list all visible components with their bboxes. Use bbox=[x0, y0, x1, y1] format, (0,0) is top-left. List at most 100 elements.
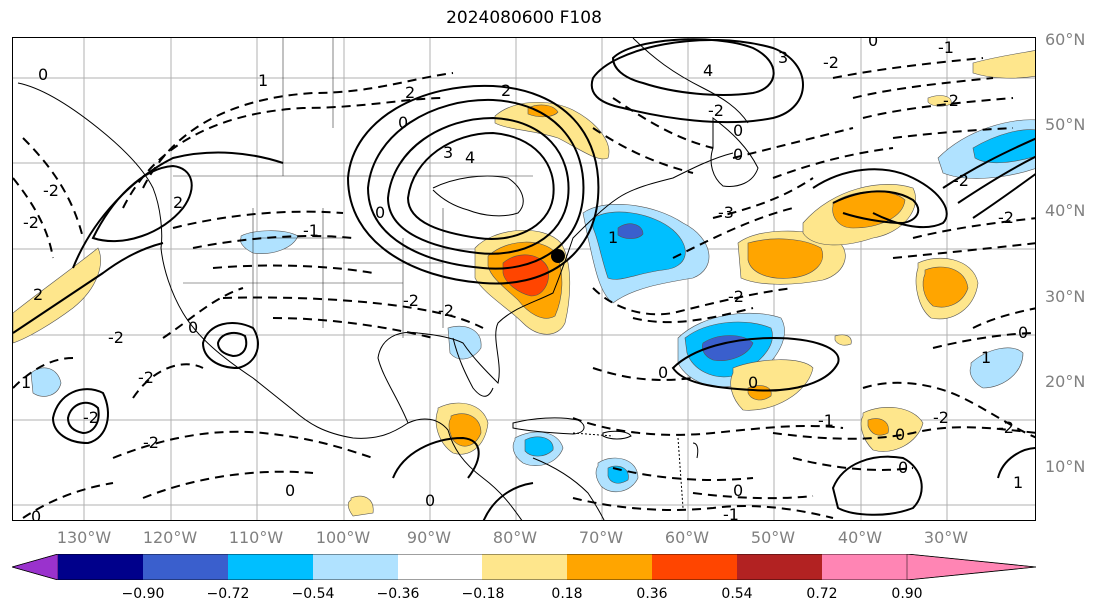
contour-label: -2 bbox=[438, 301, 454, 320]
contour-label: 0 bbox=[31, 507, 41, 521]
colorbar-segment bbox=[737, 554, 822, 580]
contour-label: -2 bbox=[708, 101, 724, 120]
lat-label-10n: 10°N bbox=[1045, 457, 1086, 476]
contour-label: 0 bbox=[748, 373, 758, 392]
warm-anomaly-mexico-south bbox=[347, 495, 374, 517]
contour-label: -2 bbox=[403, 291, 419, 310]
contour-label: 0 bbox=[868, 38, 878, 50]
political-borders bbox=[173, 38, 533, 338]
colorbar bbox=[12, 554, 1036, 580]
contour-label: 1 bbox=[21, 373, 31, 392]
lat-label-30n: 30°N bbox=[1045, 287, 1086, 306]
contour-label: -2 bbox=[138, 368, 154, 387]
contour-label: -2 bbox=[83, 408, 99, 427]
island-coastlines bbox=[572, 432, 684, 509]
contour-label: -3 bbox=[718, 203, 734, 222]
storm-marker bbox=[551, 249, 565, 263]
colorbar-segment bbox=[398, 554, 482, 580]
lon-label-100w: 100°W bbox=[315, 528, 371, 547]
lon-label-120w: 120°W bbox=[142, 528, 198, 547]
warm-anomaly-south bbox=[730, 359, 814, 411]
lat-label-40n: 40°N bbox=[1045, 201, 1086, 220]
colorbar-tick: 0.90 bbox=[891, 586, 923, 602]
contour-label: 0 bbox=[188, 318, 198, 337]
contour-label: 0 bbox=[658, 363, 668, 382]
contour-label: -2 bbox=[998, 208, 1014, 227]
colorbar-tick: −0.54 bbox=[291, 586, 335, 602]
colorbar-tick: 0.72 bbox=[806, 586, 838, 602]
colorbar-segment bbox=[228, 554, 313, 580]
colorbar-segment bbox=[567, 554, 652, 580]
colorbar-tick: 0.54 bbox=[721, 586, 753, 602]
contour-label: 1 bbox=[258, 71, 268, 90]
contour-label: -2 bbox=[943, 91, 959, 110]
contour-label: 0 bbox=[733, 145, 743, 164]
lon-label-30w: 30°W bbox=[923, 528, 969, 547]
lon-label-110w: 110°W bbox=[228, 528, 284, 547]
cold-anomaly-east-30n bbox=[969, 347, 1024, 389]
colorbar-tick: −0.72 bbox=[206, 586, 250, 602]
warm-anomaly-pacific bbox=[13, 247, 101, 344]
coastlines bbox=[17, 38, 759, 520]
contours-positive bbox=[13, 38, 1035, 520]
contour-label: -2 bbox=[998, 418, 1014, 437]
warm-anomaly-canada bbox=[494, 102, 610, 160]
lon-label-40w: 40°W bbox=[837, 528, 883, 547]
colorbar-segment bbox=[482, 554, 567, 580]
colorbar-tick: 0.36 bbox=[636, 586, 668, 602]
contour-label: 3 bbox=[778, 48, 788, 67]
colorbar-segment bbox=[313, 554, 398, 580]
contour-label: 2 bbox=[33, 285, 43, 304]
contour-label: 0 bbox=[38, 65, 48, 84]
lon-label-60w: 60°W bbox=[664, 528, 710, 547]
lat-label-60n: 60°N bbox=[1045, 30, 1086, 49]
contour-labels: 0 1 2 2 0 3 4 0 -1 -2 -2 2 2 -2 0 1 -2 -… bbox=[21, 38, 1028, 521]
contour-label: 2 bbox=[501, 81, 511, 100]
cold-anomaly-pacific bbox=[30, 367, 62, 397]
contour-label: 2 bbox=[173, 193, 183, 212]
contours-negative bbox=[13, 57, 1035, 519]
cold-anomaly-florida bbox=[447, 325, 482, 360]
contour-label: -2 bbox=[23, 213, 39, 232]
contour-label: 4 bbox=[465, 148, 475, 167]
contour-label: 2 bbox=[405, 83, 415, 102]
colorbar-tick: −0.18 bbox=[461, 586, 505, 602]
contour-label: 0 bbox=[398, 113, 408, 132]
lon-label-130w: 130°W bbox=[56, 528, 112, 547]
contour-label: 0 bbox=[375, 203, 385, 222]
contour-label: -1 bbox=[818, 411, 834, 430]
colorbar-tick: −0.90 bbox=[121, 586, 165, 602]
lon-label-90w: 90°W bbox=[406, 528, 452, 547]
contour-label: 4 bbox=[703, 61, 713, 80]
colorbar-segment bbox=[12, 554, 59, 580]
contour-label: 1 bbox=[981, 348, 991, 367]
contour-label: -2 bbox=[823, 53, 839, 72]
colorbar-segment bbox=[143, 554, 228, 580]
lon-label-80w: 80°W bbox=[492, 528, 538, 547]
map-title: 2024080600 F108 bbox=[446, 8, 602, 28]
contour-label: 1 bbox=[1013, 473, 1023, 492]
contour-label: 0 bbox=[733, 121, 743, 140]
contour-label: -1 bbox=[723, 505, 739, 521]
shaded-anomalies bbox=[13, 50, 1035, 517]
colorbar-segment bbox=[822, 554, 907, 580]
contour-label: 0 bbox=[895, 425, 905, 444]
map-panel: 0 1 2 2 0 3 4 0 -1 -2 -2 2 2 -2 0 1 -2 -… bbox=[12, 37, 1036, 521]
map-canvas: 0 1 2 2 0 3 4 0 -1 -2 -2 2 2 -2 0 1 -2 -… bbox=[13, 38, 1035, 521]
lat-label-50n: 50°N bbox=[1045, 115, 1086, 134]
cold-anomaly-us-west bbox=[240, 230, 299, 254]
contour-label: 1 bbox=[608, 228, 618, 247]
contour-label: 0 bbox=[425, 491, 435, 510]
lon-label-50w: 50°W bbox=[750, 528, 796, 547]
contour-label: -2 bbox=[108, 328, 124, 347]
lat-label-20n: 20°N bbox=[1045, 372, 1086, 391]
contour-label: 0 bbox=[1018, 323, 1028, 342]
contour-label: 3 bbox=[443, 143, 453, 162]
lon-label-70w: 70°W bbox=[578, 528, 624, 547]
contour-label: -2 bbox=[143, 433, 159, 452]
colorbar-tick: 0.18 bbox=[551, 586, 583, 602]
colorbar-segment bbox=[652, 554, 737, 580]
contour-label: 0 bbox=[285, 481, 295, 500]
contour-label: -2 bbox=[953, 171, 969, 190]
contour-label: 0 bbox=[733, 481, 743, 500]
